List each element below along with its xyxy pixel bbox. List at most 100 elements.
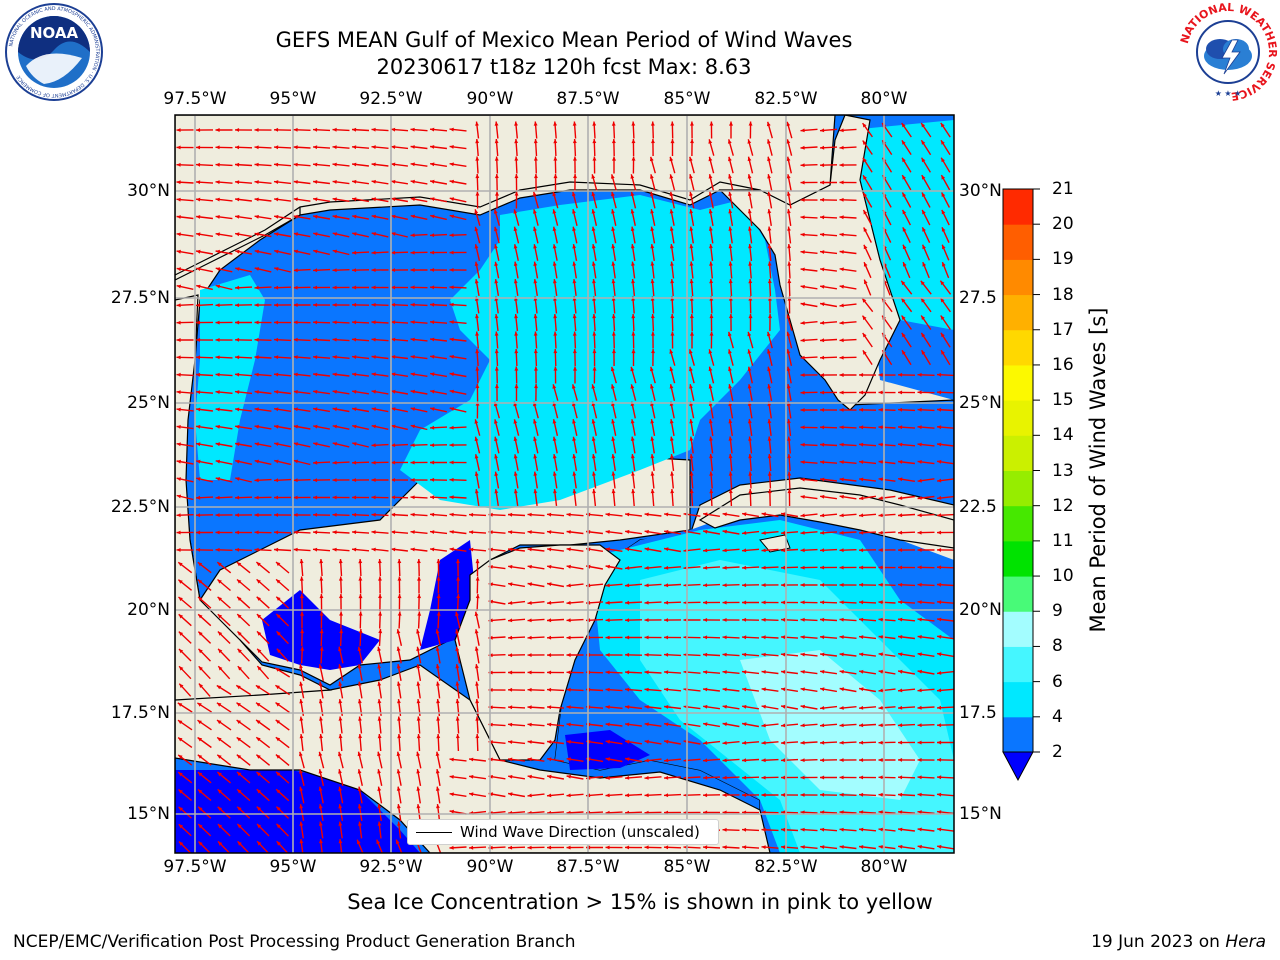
wave-arrow (176, 372, 194, 377)
wave-arrow (631, 121, 636, 139)
wave-arrow (391, 162, 408, 167)
wave-arrow (729, 121, 733, 139)
wave-arrow (533, 156, 538, 174)
wave-arrow (689, 156, 695, 174)
wave-arrow (670, 261, 675, 279)
wave-arrow (449, 372, 467, 378)
wave-arrow (630, 174, 637, 191)
wave-arrow (176, 284, 194, 290)
wave-arrow (215, 284, 233, 291)
wave-arrow (176, 355, 194, 360)
wave-arrow (767, 243, 772, 262)
wave-arrow (728, 156, 734, 174)
wave-arrow (475, 138, 480, 157)
wave-arrow (533, 244, 539, 261)
wave-arrow (332, 320, 350, 325)
wave-arrow (670, 278, 675, 297)
wave-arrow (410, 302, 428, 307)
wave-arrow (176, 162, 194, 167)
wave-arrow (800, 180, 818, 185)
wave-arrow (858, 373, 877, 377)
wave-arrow (475, 348, 480, 367)
wave-arrow (786, 349, 793, 366)
wave-arrow (940, 297, 951, 313)
wave-arrow (767, 156, 773, 174)
wave-arrow (235, 267, 252, 273)
wave-arrow (254, 285, 272, 290)
wave-arrow (474, 244, 481, 261)
wave-arrow (352, 179, 369, 185)
wave-arrow (631, 349, 636, 366)
wave-arrow (176, 215, 194, 220)
wave-arrow (727, 139, 734, 156)
wave-arrow (689, 208, 695, 227)
colorbar-tick-label: 16 (1052, 354, 1074, 375)
wave-arrow (819, 232, 838, 237)
wave-arrow (800, 250, 818, 254)
wave-arrow (475, 314, 480, 331)
wave-arrow (786, 209, 792, 226)
wave-arrow (215, 249, 233, 255)
wave-arrow (591, 261, 597, 279)
wave-arrow (533, 313, 538, 332)
wave-arrow (390, 337, 409, 342)
wave-arrow (611, 331, 616, 349)
wave-arrow (215, 232, 233, 237)
wave-arrow (800, 373, 818, 377)
wave-arrow (390, 302, 409, 307)
wave-arrow (293, 372, 311, 377)
wave-arrow (630, 209, 636, 226)
wave-arrow (553, 313, 558, 332)
wave-arrow (274, 267, 291, 273)
wave-arrow (819, 215, 838, 220)
wave-arrow (901, 140, 912, 155)
sea-ice-note: Sea Ice Concentration > 15% is shown in … (347, 890, 933, 914)
wave-arrow (351, 250, 370, 255)
wave-arrow (787, 278, 792, 297)
wave-arrow (572, 348, 577, 367)
wave-arrow (747, 208, 753, 227)
wave-arrow (371, 214, 389, 220)
wave-arrow (862, 122, 873, 138)
wave-arrow (449, 320, 467, 324)
wave-arrow (591, 191, 598, 209)
wave-arrow (767, 226, 772, 244)
wave-arrow (293, 390, 311, 395)
wave-arrow (728, 226, 733, 244)
wave-arrow (449, 162, 467, 167)
wave-arrow (332, 389, 350, 395)
wave-arrow (494, 331, 499, 349)
wave-arrow (352, 285, 369, 290)
wave-arrow (371, 302, 389, 307)
wave-arrow (293, 355, 311, 360)
wave-arrow (573, 366, 577, 384)
wave-arrow (552, 384, 559, 401)
wave-arrow (611, 261, 616, 279)
wave-arrow (351, 127, 370, 132)
wave-arrow (215, 303, 233, 308)
colorbar-tick-label: 9 (1052, 601, 1063, 622)
wave-arrow (800, 145, 818, 150)
wave-arrow (390, 268, 409, 272)
wave-arrow (787, 261, 792, 279)
wave-arrow (195, 390, 214, 395)
wave-arrow (901, 349, 912, 366)
wave-arrow (767, 366, 773, 384)
wave-arrow (475, 121, 480, 139)
wave-arrow (650, 209, 656, 226)
wave-arrow (768, 313, 772, 332)
wave-arrow (176, 303, 194, 308)
wave-arrow (747, 331, 754, 349)
wave-arrow (863, 279, 872, 296)
wave-arrow (494, 261, 500, 279)
wave-arrow (839, 232, 857, 237)
wave-arrow (234, 180, 253, 185)
wave-arrow (430, 214, 447, 221)
wave-arrow (332, 145, 350, 150)
wave-arrow (670, 313, 675, 332)
wave-arrow (312, 355, 331, 360)
wave-arrow (786, 366, 792, 384)
wave-arrow (176, 338, 194, 342)
wave-arrow (371, 232, 389, 238)
